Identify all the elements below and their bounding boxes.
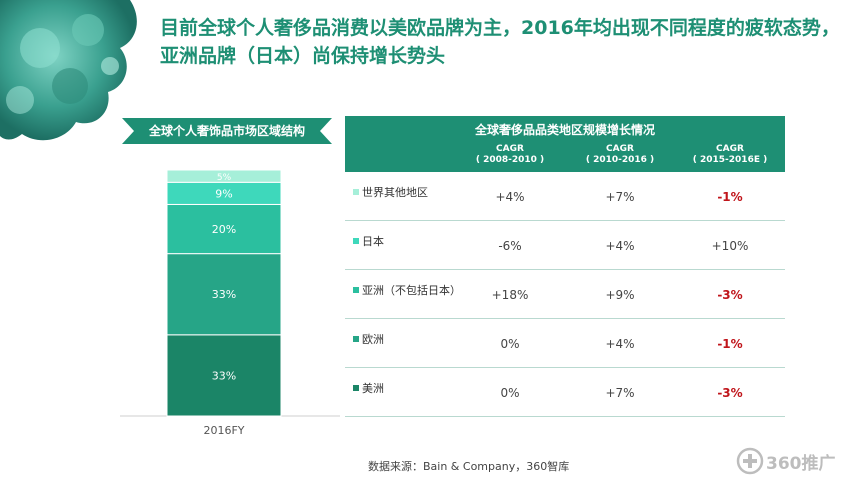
table-cell: -1% — [717, 190, 743, 204]
bar-segment — [166, 203, 282, 255]
chart-title-banner: 全球个人奢饰品市场区域结构 — [122, 118, 332, 144]
data-label: 20% — [212, 223, 236, 236]
table-cell: -3% — [717, 288, 743, 302]
data-label: 33% — [212, 288, 236, 301]
region-label: 世界其他地区 — [353, 184, 428, 200]
brand-logo: 360推广 — [736, 446, 856, 476]
table-row: 亚洲（不包括日本） +18% +9% -3% — [345, 270, 785, 319]
logo-text: 360推广 — [766, 454, 836, 474]
bar-segment — [166, 253, 282, 336]
table-cell: +7% — [605, 190, 635, 204]
table-cell: +7% — [605, 386, 635, 400]
growth-table: 全球奢侈品品类地区规模增长情况 CAGR ( 2008-2010 ) CAGR … — [345, 116, 785, 417]
legend-swatch — [353, 238, 359, 244]
table-cell: -3% — [717, 386, 743, 400]
data-label: 5% — [217, 173, 232, 183]
x-tick-label: 2016FY — [203, 424, 244, 437]
stacked-bar-chart: 33% 33% 20% 9% 5% 2016FY — [120, 169, 340, 437]
bar-segment — [166, 334, 282, 417]
page-headline: 目前全球个人奢侈品消费以美欧品牌为主，2016年均出现不同程度的疲软态势，亚洲品… — [160, 17, 840, 67]
table-cell: +4% — [605, 337, 635, 351]
table-cell: +18% — [491, 288, 529, 302]
table-cell: +4% — [495, 190, 525, 204]
region-label: 亚洲（不包括日本） — [353, 282, 461, 298]
column-header-2010-2016: CAGR ( 2010-2016 ) — [585, 144, 655, 165]
data-label: 9% — [215, 187, 232, 200]
legend-swatch — [353, 385, 359, 391]
table-cell: 0% — [500, 337, 520, 351]
column-header-2008-2010: CAGR ( 2008-2010 ) — [475, 144, 545, 165]
plus-circle-icon — [736, 447, 764, 475]
table-row: 欧洲 0% +4% -1% — [345, 319, 785, 368]
data-label: 33% — [212, 369, 236, 382]
region-label: 欧洲 — [353, 331, 384, 347]
chart-title: 全球个人奢饰品市场区域结构 — [148, 124, 305, 138]
column-header-2015-2016e: CAGR ( 2015-2016E ) — [692, 144, 768, 165]
table-cell: -6% — [498, 239, 522, 253]
table-cell: -1% — [717, 337, 743, 351]
region-label: 美洲 — [353, 380, 384, 396]
table-cell: 0% — [500, 386, 520, 400]
legend-swatch — [353, 287, 359, 293]
table-title: 全球奢侈品品类地区规模增长情况 — [474, 123, 655, 137]
legend-swatch — [353, 189, 359, 195]
legend-swatch — [353, 336, 359, 342]
region-label: 日本 — [353, 233, 384, 249]
table-row: 美洲 0% +7% -3% — [345, 368, 785, 417]
table-cell: +4% — [605, 239, 635, 253]
table-header: 全球奢侈品品类地区规模增长情况 CAGR ( 2008-2010 ) CAGR … — [345, 116, 785, 172]
decorative-coral-image — [0, 0, 137, 141]
table-row: 日本 -6% +4% +10% — [345, 221, 785, 270]
source-note: 数据来源：Bain & Company，360智库 — [368, 460, 570, 473]
table-cell: +10% — [711, 239, 749, 253]
table-cell: +9% — [605, 288, 635, 302]
table-row: 世界其他地区 +4% +7% -1% — [345, 172, 785, 221]
bar-segment — [166, 169, 282, 183]
